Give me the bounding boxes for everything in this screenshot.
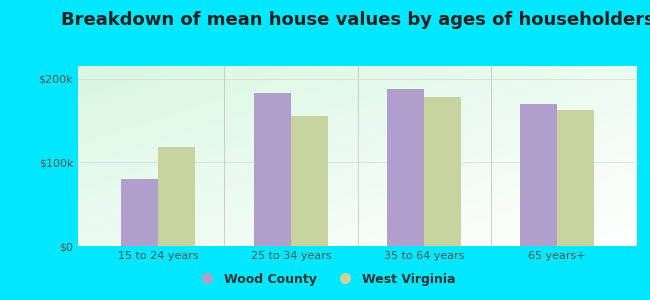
- Bar: [557, 110, 594, 246]
- Bar: [520, 104, 557, 246]
- Bar: [424, 97, 462, 246]
- Legend: Wood County, West Virginia: Wood County, West Virginia: [189, 268, 461, 291]
- Title: Breakdown of mean house values by ages of householders: Breakdown of mean house values by ages o…: [60, 11, 650, 29]
- Bar: [158, 147, 195, 246]
- Bar: [254, 93, 291, 246]
- Bar: [121, 179, 158, 246]
- Bar: [291, 116, 328, 246]
- Bar: [387, 88, 424, 246]
